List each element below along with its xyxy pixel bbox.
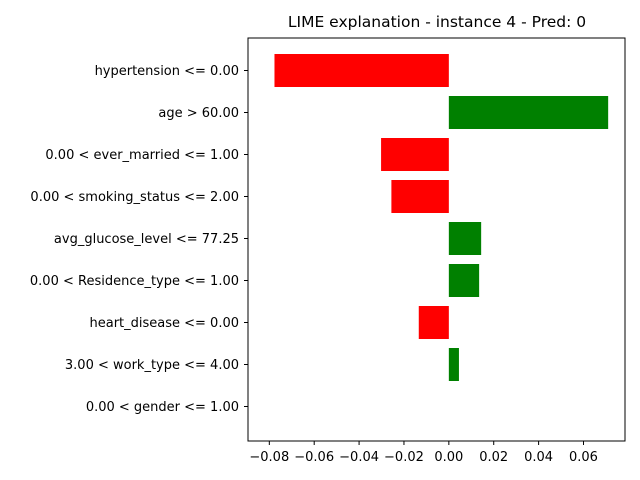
x-tick-label: 0.00 bbox=[434, 450, 463, 465]
y-tick-label: age > 60.00 bbox=[158, 106, 239, 121]
y-tick-label: 0.00 < Residence_type <= 1.00 bbox=[30, 274, 239, 289]
plot-frame bbox=[247, 37, 626, 442]
bar-6 bbox=[418, 306, 449, 339]
bar-5 bbox=[448, 264, 480, 297]
bar-7 bbox=[448, 348, 459, 381]
y-tick-label: heart_disease <= 0.00 bbox=[89, 316, 239, 331]
bars-group bbox=[274, 54, 609, 381]
x-axis-ticks: −0.08 −0.06 −0.04 −0.02 0.00 0.02 0.04 0.06 bbox=[249, 441, 598, 465]
chart-title: LIME explanation - instance 4 - Pred: 0 bbox=[288, 13, 586, 31]
y-tick-label: hypertension <= 0.00 bbox=[95, 64, 239, 79]
bar-1 bbox=[448, 96, 609, 129]
y-axis-ticks: hypertension <= 0.00 age > 60.00 0.00 < ev… bbox=[30, 64, 248, 415]
x-tick-label: −0.08 bbox=[249, 450, 289, 465]
bar-3 bbox=[391, 180, 449, 213]
x-tick-label: −0.06 bbox=[294, 450, 334, 465]
y-tick-label: 3.00 < work_type <= 4.00 bbox=[65, 358, 239, 373]
x-tick-label: 0.04 bbox=[524, 450, 553, 465]
y-tick-label: 0.00 < smoking_status <= 2.00 bbox=[30, 190, 239, 205]
x-tick-label: −0.02 bbox=[384, 450, 424, 465]
bar-2 bbox=[381, 138, 449, 171]
x-tick-label: 0.06 bbox=[569, 450, 598, 465]
x-tick-label: 0.02 bbox=[479, 450, 508, 465]
y-tick-label: 0.00 < gender <= 1.00 bbox=[86, 400, 239, 415]
y-tick-label: avg_glucose_level <= 77.25 bbox=[54, 232, 239, 247]
x-tick-label: −0.04 bbox=[339, 450, 379, 465]
bar-0 bbox=[274, 54, 449, 87]
bar-4 bbox=[448, 222, 482, 255]
y-tick-label: 0.00 < ever_married <= 1.00 bbox=[45, 148, 239, 163]
